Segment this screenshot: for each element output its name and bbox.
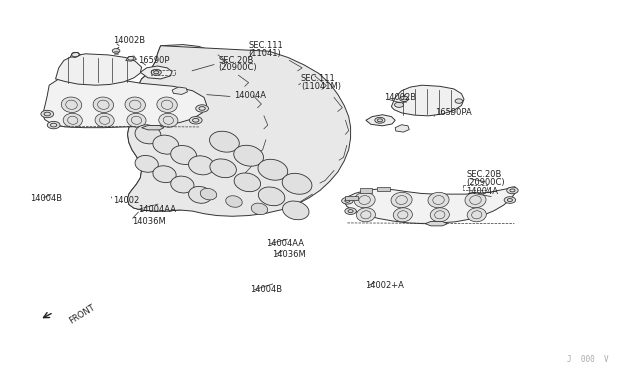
Polygon shape [140,66,172,79]
Text: 14036M: 14036M [272,250,306,259]
Text: (11041): (11041) [248,49,282,58]
Polygon shape [344,187,516,224]
Text: 14002: 14002 [113,196,139,205]
Ellipse shape [258,159,288,180]
Text: 14002B: 14002B [113,36,145,45]
Text: J  000  V: J 000 V [567,355,609,364]
Polygon shape [141,125,164,130]
Text: SEC.20B: SEC.20B [218,56,253,65]
Ellipse shape [393,208,412,222]
Ellipse shape [391,192,412,208]
Ellipse shape [93,97,113,112]
Circle shape [41,110,54,118]
Ellipse shape [159,113,178,127]
Ellipse shape [428,192,449,208]
Ellipse shape [259,187,285,206]
Circle shape [399,96,408,102]
Ellipse shape [282,173,312,194]
Ellipse shape [234,145,264,166]
Polygon shape [392,85,464,116]
Text: (20900C): (20900C) [467,178,505,187]
Polygon shape [125,56,136,61]
Ellipse shape [210,159,236,178]
Ellipse shape [467,208,486,222]
Text: FRONT: FRONT [67,303,96,326]
Text: 14004AA: 14004AA [266,239,304,248]
Ellipse shape [153,135,179,154]
Text: SEC.111: SEC.111 [248,41,284,50]
Polygon shape [43,78,207,128]
Text: 14004A: 14004A [467,187,499,196]
Ellipse shape [252,203,268,215]
Text: 14002+A: 14002+A [365,281,403,290]
Circle shape [455,99,463,103]
Circle shape [112,49,120,53]
Ellipse shape [171,145,196,164]
Circle shape [345,208,356,214]
Text: (20900C): (20900C) [218,63,257,72]
Circle shape [507,187,518,194]
Text: (11041M): (11041M) [301,82,341,91]
Ellipse shape [95,113,114,127]
Text: 14036M: 14036M [132,217,166,225]
Text: SEC.111: SEC.111 [301,74,335,83]
Polygon shape [378,187,390,191]
Circle shape [342,198,353,204]
Ellipse shape [209,131,239,152]
Text: 14004B: 14004B [250,285,282,294]
Text: 14004A: 14004A [234,91,266,100]
Ellipse shape [153,166,176,183]
Text: 16590PA: 16590PA [435,108,472,117]
Polygon shape [425,221,447,226]
Polygon shape [172,87,188,94]
Ellipse shape [430,208,449,222]
Ellipse shape [135,125,161,144]
Text: 14004B: 14004B [30,195,62,203]
Circle shape [196,105,209,112]
Ellipse shape [189,186,212,203]
Polygon shape [127,45,269,211]
Ellipse shape [135,155,158,172]
Ellipse shape [61,97,82,112]
Circle shape [47,121,60,129]
Ellipse shape [157,97,177,112]
Ellipse shape [356,208,376,222]
Text: 14004AA: 14004AA [138,205,177,215]
Ellipse shape [465,192,486,208]
Text: 16590P: 16590P [138,56,170,65]
Ellipse shape [200,188,217,200]
Text: 14002B: 14002B [384,93,416,102]
Circle shape [189,116,202,124]
Circle shape [375,117,385,123]
Polygon shape [366,115,395,126]
Ellipse shape [189,156,214,175]
Polygon shape [70,52,81,58]
Ellipse shape [63,113,83,127]
Ellipse shape [354,192,375,208]
Text: SEC.20B: SEC.20B [467,170,502,179]
Ellipse shape [171,176,194,193]
Polygon shape [360,188,372,193]
Ellipse shape [234,173,260,192]
Circle shape [151,69,161,75]
Ellipse shape [282,201,309,220]
Ellipse shape [226,196,242,207]
Circle shape [394,102,403,108]
Ellipse shape [127,113,146,127]
Polygon shape [395,125,409,132]
Ellipse shape [125,97,145,112]
Polygon shape [346,196,358,200]
Polygon shape [127,46,351,216]
Polygon shape [56,54,141,85]
Circle shape [504,197,516,203]
